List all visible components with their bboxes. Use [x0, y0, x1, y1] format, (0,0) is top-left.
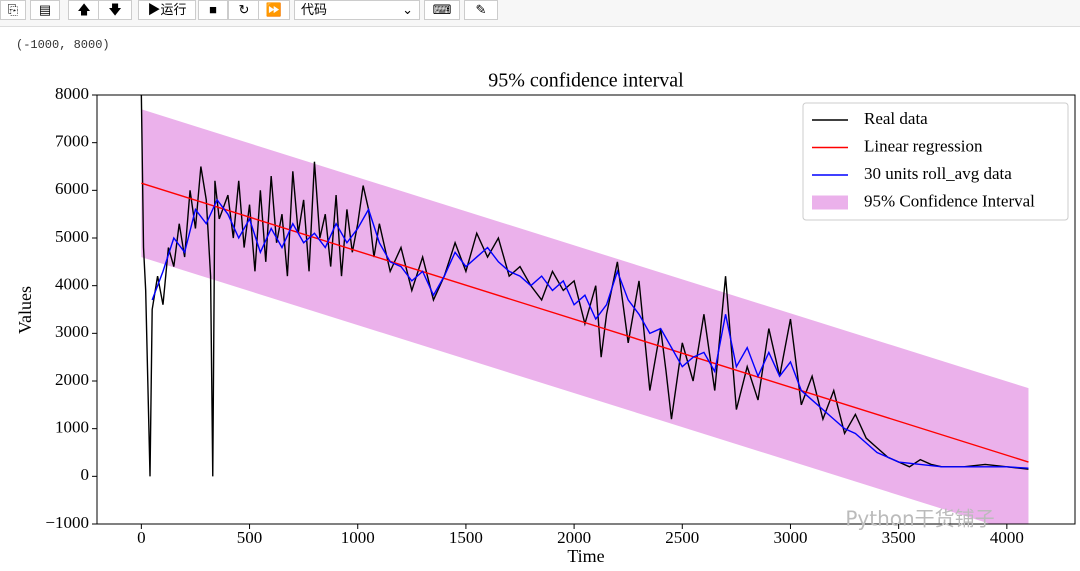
- legend-label: 95% Confidence Interval: [864, 191, 1035, 210]
- legend-label: 30 units roll_avg data: [864, 164, 1012, 183]
- x-tick-label: 1500: [449, 528, 483, 547]
- y-tick-label: 7000: [55, 132, 89, 151]
- series-line: [141, 182, 1029, 463]
- y-tick-label: 8000: [55, 84, 89, 103]
- legend-swatch: [812, 195, 848, 210]
- y-tick-label: −1000: [45, 513, 89, 532]
- run-button[interactable]: ▶运行: [138, 0, 196, 20]
- watermark: Python干货铺子: [845, 507, 994, 531]
- x-axis-label: Time: [567, 546, 604, 566]
- series-line: [151, 198, 1029, 469]
- copy-button[interactable]: ⎘: [0, 0, 26, 20]
- keyboard-button[interactable]: ⌨: [424, 0, 460, 20]
- toolbar: ⎘ ▤ 🡅 🡇 ▶运行 ■ ↻ ⏩ 代码 ⌄ ⌨ ✎: [0, 0, 1080, 27]
- paste-button[interactable]: ▤: [30, 0, 60, 20]
- cell-type-label: 代码: [301, 2, 328, 17]
- run-label: 运行: [160, 2, 187, 17]
- y-tick-label: 6000: [55, 179, 89, 198]
- x-tick-label: 4000: [990, 528, 1024, 547]
- y-tick-label: 2000: [55, 370, 89, 389]
- cell-type-select[interactable]: 代码 ⌄: [294, 0, 420, 20]
- x-tick-label: 1000: [341, 528, 375, 547]
- y-tick-label: 4000: [55, 275, 89, 294]
- run-all-button[interactable]: ⏩: [258, 0, 290, 20]
- tool-button[interactable]: ✎: [464, 0, 498, 20]
- stop-button[interactable]: ■: [198, 0, 228, 20]
- axes-frame: [96, 94, 1076, 525]
- x-tick-label: 3500: [882, 528, 916, 547]
- y-tick-label: 0: [81, 465, 90, 484]
- y-tick-label: 3000: [55, 322, 89, 341]
- x-tick-label: 0: [137, 528, 146, 547]
- output-text: (-1000, 8000): [16, 38, 110, 52]
- legend-label: Linear regression: [864, 136, 983, 155]
- move-down-button[interactable]: 🡇: [98, 0, 132, 20]
- y-tick-label: 5000: [55, 227, 89, 246]
- chart-title: 95% confidence interval: [488, 70, 684, 92]
- x-tick-label: 500: [237, 528, 263, 547]
- x-tick-label: 3000: [773, 528, 807, 547]
- y-axis-label: Values: [15, 286, 35, 334]
- legend-box: [802, 102, 1069, 221]
- y-tick-label: 1000: [55, 418, 89, 437]
- confidence-band: [141, 109, 1029, 524]
- legend-label: Real data: [864, 109, 928, 128]
- plot-area: [140, 95, 1029, 524]
- x-tick-label: 2500: [665, 528, 699, 547]
- x-tick-label: 2000: [557, 528, 591, 547]
